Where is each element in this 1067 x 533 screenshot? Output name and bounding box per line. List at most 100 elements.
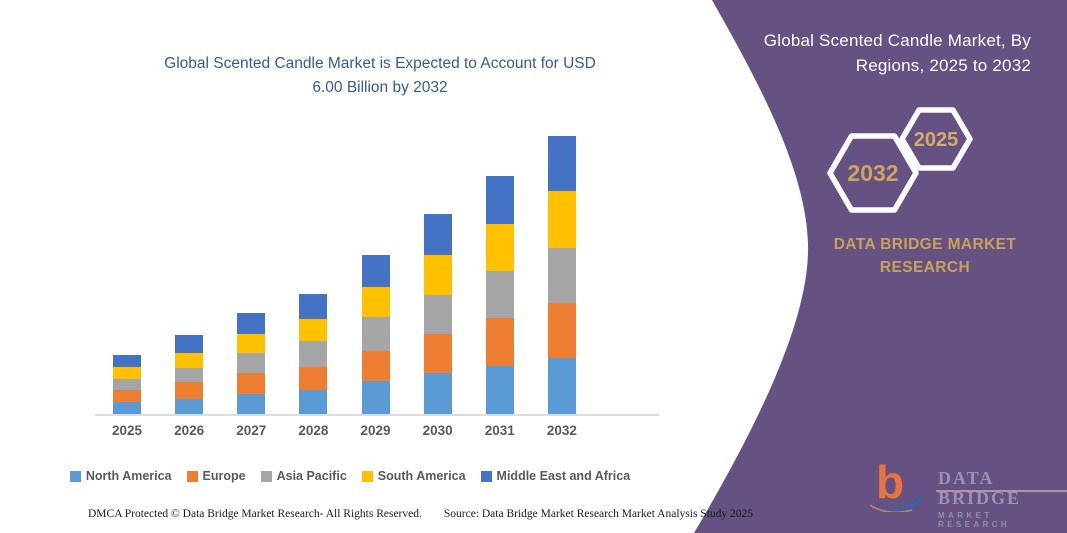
legend-swatch	[186, 470, 198, 482]
dbmr-logo-text: DATA BRIDGE MARKET RESEARCH	[936, 456, 1067, 529]
stacked-bar-2027	[237, 313, 266, 414]
dbmr-logo-title: DATA BRIDGE	[936, 468, 1067, 508]
dbmr-logo-icon: b	[870, 456, 924, 512]
stacked-bar-2031	[485, 175, 514, 414]
hexagon-2025-label: 2025	[914, 129, 959, 151]
bar-segment	[423, 333, 452, 373]
bar-segment	[175, 368, 204, 383]
bar-segment	[361, 286, 390, 318]
bar-segment	[485, 365, 514, 414]
bar-segment	[485, 175, 514, 224]
x-axis-labels: 2025 2026 2027 2028 2029 2030 2031 2032	[96, 423, 593, 438]
chart-legend: North America Europe Asia Pacific South Ame…	[0, 469, 700, 483]
bar-slot-2032	[531, 136, 593, 414]
stacked-bar-2025	[113, 354, 142, 414]
legend-swatch	[69, 470, 81, 482]
bar-segment	[485, 317, 514, 366]
bar-segment	[361, 351, 390, 382]
bar-segment	[175, 399, 204, 414]
bar-slot-2029	[345, 136, 407, 414]
panel-title: Global Scented Candle Market, By Regions…	[763, 31, 1031, 75]
hexagon-2032-shape	[827, 133, 919, 213]
bar-segment	[113, 354, 142, 368]
chart-title-line1: Global Scented Candle Market is Expected…	[164, 55, 596, 72]
legend-label: Middle East and Africa	[496, 469, 631, 483]
bar-segment	[113, 390, 142, 402]
legend-swatch	[361, 470, 373, 482]
hexagon-2032-label: 2032	[847, 160, 898, 186]
bar-segment	[423, 214, 452, 256]
bar-segment	[237, 373, 266, 395]
brand-text: DATA BRIDGE MARKET RESEARCH	[810, 233, 1040, 279]
x-axis-label-2026: 2026	[174, 423, 205, 438]
bar-segment	[361, 381, 390, 414]
panel-curve-shape	[694, 0, 1067, 533]
bar-segment	[423, 295, 452, 334]
legend-label: Europe	[202, 469, 246, 483]
chart-title: Global Scented Candle Market is Expected…	[80, 52, 680, 100]
x-axis-label-2025: 2025	[112, 423, 143, 438]
legend-item: South America	[361, 469, 466, 483]
dbmr-logo: b DATA BRIDGE MARKET RESEARCH	[870, 456, 1067, 529]
bar-slot-2025	[96, 136, 158, 414]
bar-segment	[423, 372, 452, 414]
x-axis-label-2028: 2028	[298, 423, 329, 438]
bar-slot-2027	[220, 136, 282, 414]
x-axis-label-2027: 2027	[236, 423, 267, 438]
bar-segment	[113, 379, 142, 391]
dbmr-logo-subtitle: MARKET RESEARCH	[938, 511, 1011, 529]
bar-segment	[113, 402, 142, 414]
bar-segment	[361, 255, 390, 287]
brand-line2: RESEARCH	[879, 259, 971, 276]
bar-slot-2031	[469, 136, 531, 414]
year-hexagons: 2032 2025	[827, 107, 973, 213]
brand-line1: DATA BRIDGE MARKET	[833, 236, 1017, 253]
bar-segment	[299, 366, 328, 390]
chart-title-line2: 6.00 Billion by 2032	[312, 79, 448, 96]
legend-swatch	[260, 470, 272, 482]
bar-segment	[175, 352, 204, 369]
legend-item: Asia Pacific	[260, 469, 347, 483]
bar-segment	[361, 317, 390, 352]
bar-segment	[299, 389, 328, 414]
x-axis-label-2031: 2031	[484, 423, 515, 438]
bar-segment	[547, 191, 576, 248]
footer: DMCA Protected © Data Bridge Market Rese…	[88, 508, 753, 520]
legend-label: North America	[85, 469, 172, 483]
legend-item: North America	[69, 469, 172, 483]
legend-item: Europe	[186, 469, 246, 483]
bar-segment	[299, 319, 328, 342]
stacked-bar-2030	[423, 214, 452, 414]
bar-segment	[547, 247, 576, 303]
hexagon-2025-shape	[899, 107, 973, 171]
stacked-bar-plot	[96, 136, 593, 414]
bar-segment	[547, 357, 576, 414]
bar-segment	[547, 136, 576, 192]
x-axis-line	[95, 414, 659, 416]
bar-segment	[485, 223, 514, 271]
logo-strike-line	[936, 490, 1067, 492]
stacked-bar-2026	[175, 334, 204, 414]
bar-segment	[547, 302, 576, 358]
x-axis-label-2029: 2029	[360, 423, 391, 438]
bar-segment	[175, 334, 204, 353]
bar-segment	[237, 313, 266, 335]
dmca-text: DMCA Protected © Data Bridge Market Rese…	[88, 508, 422, 520]
legend-swatch	[480, 470, 492, 482]
source-text: Source: Data Bridge Market Research Mark…	[443, 508, 754, 520]
bar-slot-2030	[407, 136, 469, 414]
x-axis-label-2032: 2032	[546, 423, 577, 438]
stacked-bar-2028	[299, 293, 328, 414]
bar-segment	[175, 382, 204, 400]
x-axis-label-2030: 2030	[422, 423, 453, 438]
legend-item: Middle East and Africa	[480, 469, 631, 483]
legend-label: South America	[377, 469, 466, 483]
svg-text:b: b	[876, 456, 904, 508]
bar-segment	[423, 255, 452, 296]
bar-slot-2028	[282, 136, 344, 414]
bar-segment	[237, 353, 266, 374]
stacked-bar-2032	[547, 136, 576, 414]
bar-segment	[299, 341, 328, 367]
